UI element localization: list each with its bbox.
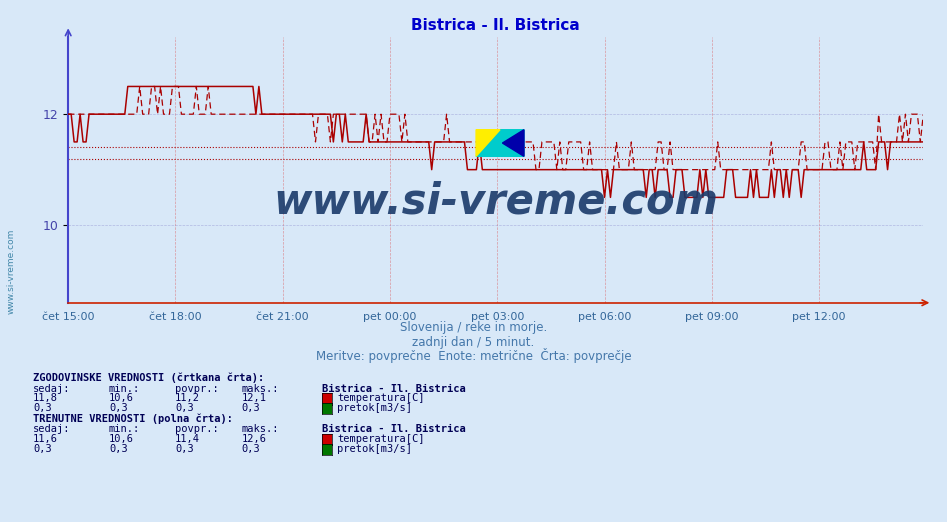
Polygon shape [476,130,524,157]
Text: maks.:: maks.: [241,384,279,394]
Text: min.:: min.: [109,424,140,434]
Text: zadnji dan / 5 minut.: zadnji dan / 5 minut. [412,336,535,349]
Text: 11,2: 11,2 [175,393,200,403]
Text: povpr.:: povpr.: [175,384,219,394]
Text: 11,8: 11,8 [33,393,58,403]
Text: maks.:: maks.: [241,424,279,434]
Text: 12,1: 12,1 [241,393,266,403]
Text: Bistrica - Il. Bistrica: Bistrica - Il. Bistrica [322,384,466,394]
Text: Slovenija / reke in morje.: Slovenija / reke in morje. [400,322,547,335]
Text: 0,3: 0,3 [109,403,128,413]
Text: povpr.:: povpr.: [175,424,219,434]
Text: 11,6: 11,6 [33,434,58,444]
Text: 0,3: 0,3 [241,403,260,413]
Text: www.si-vreme.com: www.si-vreme.com [7,229,16,314]
Text: www.si-vreme.com: www.si-vreme.com [274,181,718,222]
Text: Meritve: povprečne  Enote: metrične  Črta: povprečje: Meritve: povprečne Enote: metrične Črta:… [315,348,632,363]
Text: 0,3: 0,3 [33,403,52,413]
Text: 0,3: 0,3 [175,403,194,413]
Text: temperatura[C]: temperatura[C] [337,434,424,444]
Text: TRENUTNE VREDNOSTI (polna črta):: TRENUTNE VREDNOSTI (polna črta): [33,413,233,424]
Polygon shape [476,130,500,157]
Text: 0,3: 0,3 [33,444,52,454]
Text: 11,4: 11,4 [175,434,200,444]
Text: 0,3: 0,3 [109,444,128,454]
Text: sedaj:: sedaj: [33,424,71,434]
Text: pretok[m3/s]: pretok[m3/s] [337,444,412,454]
Text: ZGODOVINSKE VREDNOSTI (črtkana črta):: ZGODOVINSKE VREDNOSTI (črtkana črta): [33,373,264,383]
Polygon shape [503,130,524,157]
Text: sedaj:: sedaj: [33,384,71,394]
Text: 10,6: 10,6 [109,393,134,403]
Title: Bistrica - Il. Bistrica: Bistrica - Il. Bistrica [411,18,581,32]
Text: 10,6: 10,6 [109,434,134,444]
Text: pretok[m3/s]: pretok[m3/s] [337,403,412,413]
Text: min.:: min.: [109,384,140,394]
Text: 0,3: 0,3 [241,444,260,454]
Text: 12,6: 12,6 [241,434,266,444]
Text: temperatura[C]: temperatura[C] [337,393,424,403]
Text: Bistrica - Il. Bistrica: Bistrica - Il. Bistrica [322,424,466,434]
Text: 0,3: 0,3 [175,444,194,454]
